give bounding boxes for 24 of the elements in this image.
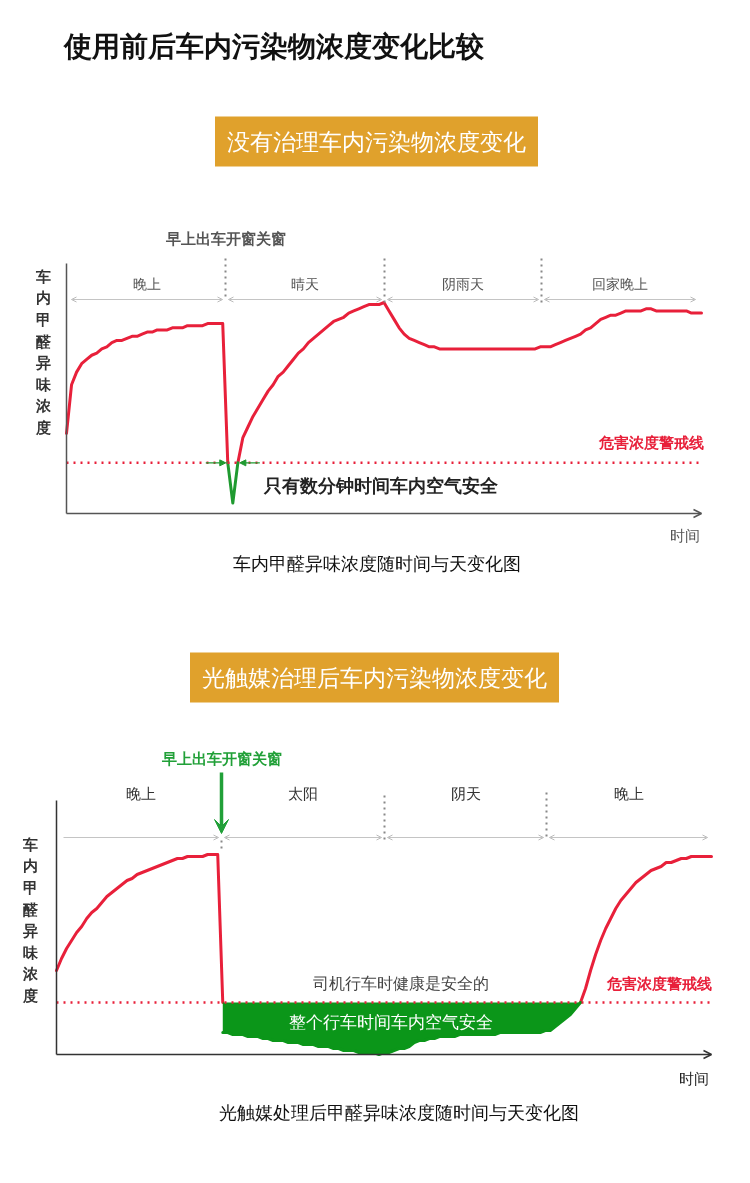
ref-line-label: 危害浓度警戒线 xyxy=(605,974,712,993)
text: 太阳 xyxy=(288,784,318,803)
text: 晚上 xyxy=(613,784,644,803)
text: 阴天 xyxy=(450,784,481,803)
chart-title: 使用前后车内污染物浓度变化比较 xyxy=(62,30,485,63)
x-axis-title: 时间 xyxy=(678,1069,709,1088)
text: 早上出车开窗关窗 xyxy=(160,749,282,768)
text: 晴天 xyxy=(291,275,319,292)
text: 车内甲醛异味浓度随时间与天变化图 xyxy=(232,553,521,574)
text: 早上出车开窗关窗 xyxy=(164,229,286,248)
annotation: 整个行车时间车内空气安全 xyxy=(288,1011,493,1032)
ref-line-label: 危害浓度警戒线 xyxy=(597,433,704,452)
annotation: 司机行车时健康是安全的 xyxy=(312,974,489,993)
text: 阴雨天 xyxy=(442,275,484,292)
y-axis-title: 车内甲醛异味浓度 xyxy=(22,835,39,1006)
text: 晚上 xyxy=(133,275,161,292)
text: 回家晚上 xyxy=(592,275,648,292)
x-axis-title: 时间 xyxy=(669,526,700,545)
text: 光触媒处理后甲醛异味浓度随时间与天变化图 xyxy=(218,1102,579,1123)
y-axis-title: 车内甲醛异味浓度 xyxy=(35,267,52,438)
annotation: 只有数分钟时间车内空气安全 xyxy=(262,475,499,496)
chart-subtitle: 光触媒治理后车内污染物浓度变化 xyxy=(202,664,547,691)
chart-subtitle: 没有治理车内污染物浓度变化 xyxy=(227,128,526,155)
text: 晚上 xyxy=(126,784,156,803)
